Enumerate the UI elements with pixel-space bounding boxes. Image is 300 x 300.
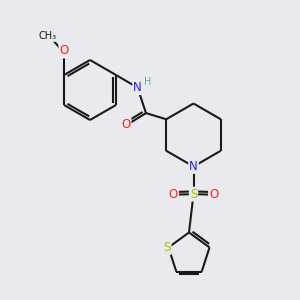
Text: H: H: [144, 77, 151, 87]
Text: O: O: [59, 44, 69, 58]
Text: N: N: [189, 160, 198, 173]
Text: S: S: [163, 241, 171, 254]
Text: O: O: [209, 188, 218, 201]
Text: O: O: [169, 188, 178, 201]
Text: N: N: [133, 81, 142, 94]
Text: CH₃: CH₃: [38, 31, 57, 41]
Text: O: O: [121, 118, 130, 131]
Text: S: S: [190, 188, 197, 201]
